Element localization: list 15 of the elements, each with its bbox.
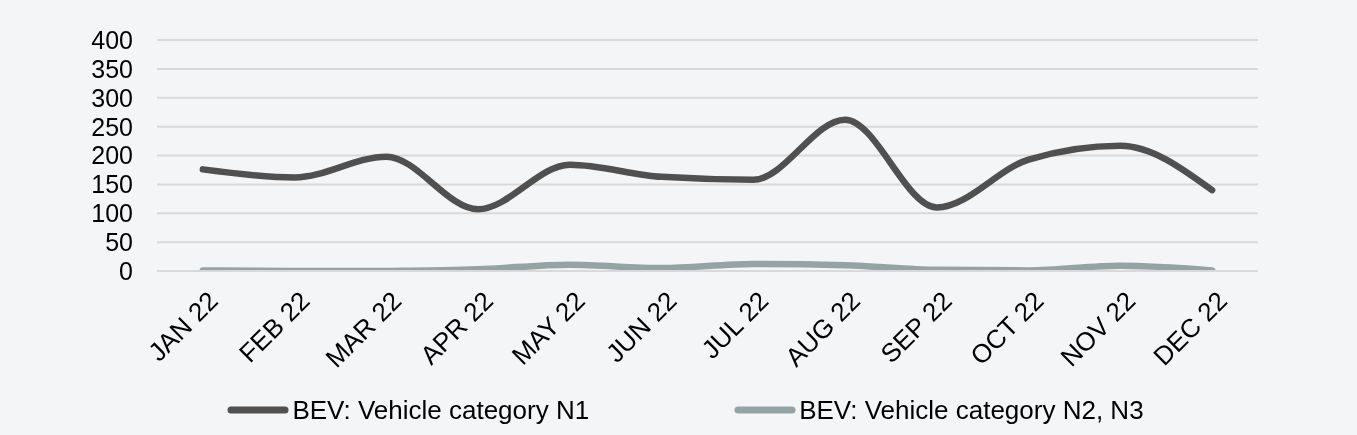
legend-label: BEV: Vehicle category N2, N3 — [799, 394, 1144, 426]
y-tick-label: 50 — [105, 228, 133, 256]
x-tick-label: SEP 22 — [874, 285, 958, 369]
legend-label: BEV: Vehicle category N1 — [292, 394, 590, 426]
y-tick-label: 0 — [119, 256, 133, 285]
y-tick-label: 400 — [91, 25, 133, 54]
y-tick-label: 350 — [91, 54, 133, 83]
x-tick-label: JAN 22 — [142, 285, 224, 368]
y-tick-label: 300 — [91, 83, 133, 112]
y-tick-label: 100 — [91, 199, 133, 228]
x-tick-label: FEB 22 — [232, 285, 316, 369]
y-tick-label: 200 — [91, 141, 133, 170]
y-tick-label: 150 — [91, 170, 133, 199]
x-tick-label: JUL 22 — [695, 285, 775, 365]
y-tick-label: 250 — [91, 112, 133, 141]
